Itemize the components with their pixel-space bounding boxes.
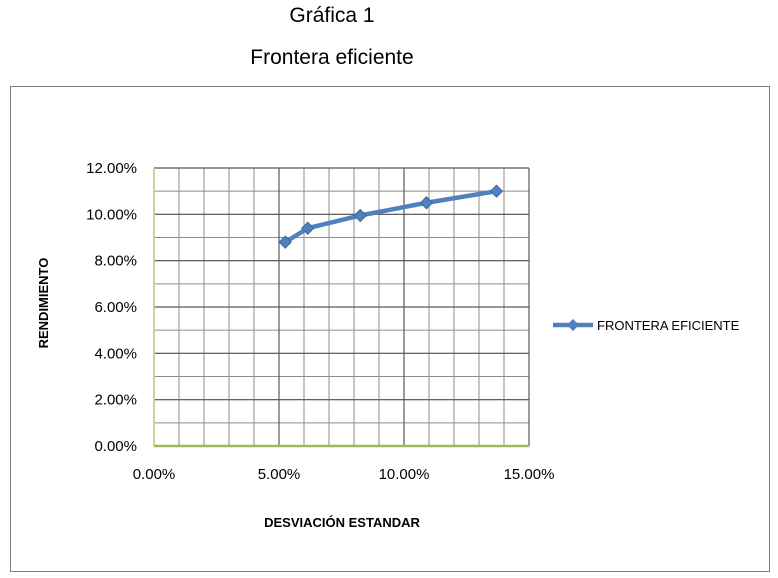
y-tick-label: 0.00% [94,438,137,455]
data-point-marker [353,208,367,223]
data-point-marker [278,235,292,249]
x-tick-label: 0.00% [133,466,176,483]
data-point-marker [419,196,434,210]
y-axis-title: RENDIMIENTO [36,258,51,349]
y-tick-label: 12.00% [86,160,137,177]
y-tick-label: 6.00% [94,299,137,316]
figure-caption-title: Frontera eficiente [250,46,414,69]
y-tick-label: 8.00% [94,253,137,270]
data-point-marker [489,184,504,198]
figure-caption-number: Gráfica 1 [289,4,375,27]
x-tick-label: 15.00% [504,466,555,483]
legend-marker-swatch [567,319,579,331]
legend-label: FRONTERA EFICIENTE [597,318,740,333]
major-gridlines [154,167,530,446]
x-axis-title: DESVIACIÓN ESTANDAR [264,515,420,530]
x-tick-label: 5.00% [258,466,301,483]
y-tick-label: 2.00% [94,392,137,409]
data-point-marker [301,221,315,235]
series-line-frontera-eficiente [283,188,499,245]
x-tick-label: 10.00% [379,466,430,483]
y-tick-label: 4.00% [94,345,137,362]
y-tick-label: 10.00% [86,206,137,223]
chart-frame [10,86,770,572]
